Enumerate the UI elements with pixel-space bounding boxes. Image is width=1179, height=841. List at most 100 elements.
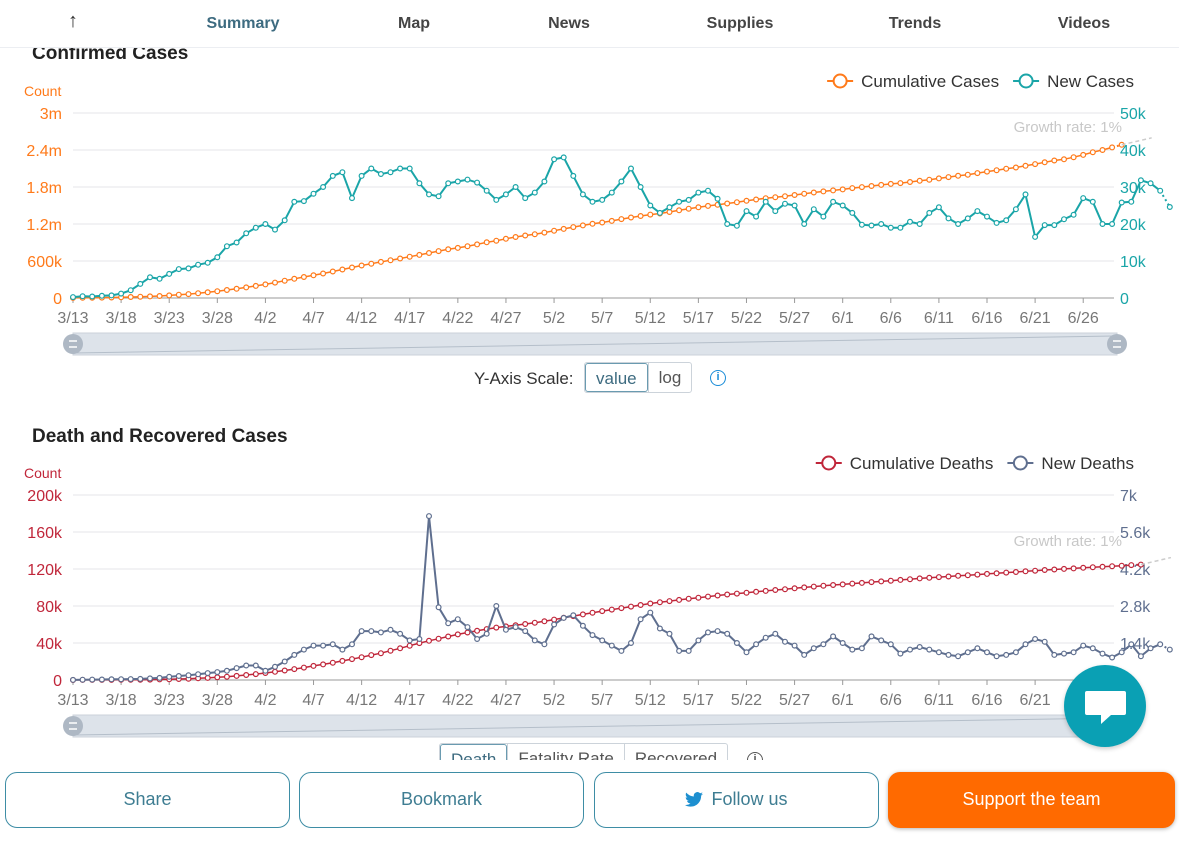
y-right-tick-label: 5.6k [1120,525,1151,542]
x-tick-label: 4/17 [394,692,425,709]
data-point [377,629,384,636]
data-point [685,205,692,212]
data-point [695,637,702,644]
share-button[interactable]: Share [5,772,290,828]
tab-trends[interactable]: Trends [888,15,942,32]
data-point [656,625,663,632]
data-point [243,672,250,679]
data-point [753,588,760,595]
growth-rate-label: Growth rate: 1% [1014,119,1122,136]
y-right-tick-label: 1.4k [1120,636,1151,653]
data-point [1060,156,1067,163]
data-point [849,185,856,192]
y-left-tick-label: 160k [27,525,63,542]
x-tick-label: 6/1 [832,310,854,327]
back-to-top-icon[interactable]: ↑ [68,10,78,32]
tab-news[interactable]: News [548,15,590,32]
data-point [300,664,307,671]
data-point [281,217,288,224]
scale-log-option[interactable]: log [647,363,692,392]
bookmark-button[interactable]: Bookmark [299,772,584,828]
data-point [426,191,433,198]
data-point [435,604,442,611]
data-point [1060,650,1067,657]
data-point [926,209,933,216]
data-point [358,262,365,269]
data-point [233,672,240,679]
data-point [810,189,817,196]
data-point [926,574,933,581]
data-point [704,202,711,209]
data-point [493,603,500,610]
data-point [454,631,461,638]
confirmed-cases-title: Confirmed Cases [32,43,189,64]
support-team-button[interactable]: Support the team [888,772,1175,828]
data-point [733,222,740,229]
growth-trend-line [1121,137,1152,146]
y-axis-scale-toggle: value log [584,362,693,393]
data-point [416,251,423,258]
data-point [637,183,644,190]
scale-info-icon[interactable]: i [710,370,726,386]
data-point [156,293,163,300]
data-point [704,187,711,194]
data-point [454,244,461,251]
data-point [147,675,154,682]
data-point [185,291,192,298]
data-point [1137,177,1144,184]
data-point [204,289,211,296]
scale-value-option[interactable]: value [585,363,648,392]
data-point [281,277,288,284]
data-point [772,630,779,637]
data-point [387,169,394,176]
data-point [608,189,615,196]
data-point [291,198,298,205]
data-point [849,209,856,216]
data-point [637,602,644,609]
data-point [320,661,327,668]
x-tick-label: 4/22 [442,692,473,709]
tab-supplies[interactable]: Supplies [706,15,774,32]
data-point [839,202,846,209]
x-tick-label: 3/23 [154,692,185,709]
tab-map[interactable]: Map [398,15,430,32]
data-point [926,176,933,183]
y-left-tick-label: 1.2m [26,217,62,234]
data-point [916,221,923,228]
data-point [493,237,500,244]
data-point [772,587,779,594]
data-point [214,674,221,681]
data-point [1157,641,1164,648]
data-point [637,213,644,220]
data-point [666,209,673,216]
y-left-tick-label: 40k [36,636,63,653]
data-point [175,673,182,680]
data-point [349,656,356,663]
data-point [1012,649,1019,656]
x-tick-label: 5/17 [683,692,714,709]
x-tick-label: 5/22 [731,310,762,327]
data-point [1089,198,1096,205]
data-point [445,180,452,187]
tab-videos[interactable]: Videos [1057,15,1111,32]
data-point [743,208,750,215]
data-point [1109,563,1116,570]
tab-summary[interactable]: Summary [206,15,280,32]
chat-button[interactable] [1064,665,1146,747]
data-point [1137,653,1144,660]
data-point [830,187,837,194]
data-point [570,612,577,619]
data-point [589,632,596,639]
follow-us-button[interactable]: Follow us [594,772,879,828]
data-point [704,593,711,600]
data-point [272,226,279,233]
legend-label: Cumulative Cases [861,72,999,91]
data-point [175,291,182,298]
data-point [387,647,394,654]
data-point [1051,566,1058,573]
range-handle-left [63,716,83,736]
data-point [147,293,154,300]
data-point [579,611,586,618]
data-point [916,575,923,582]
x-tick-label: 5/12 [635,310,666,327]
